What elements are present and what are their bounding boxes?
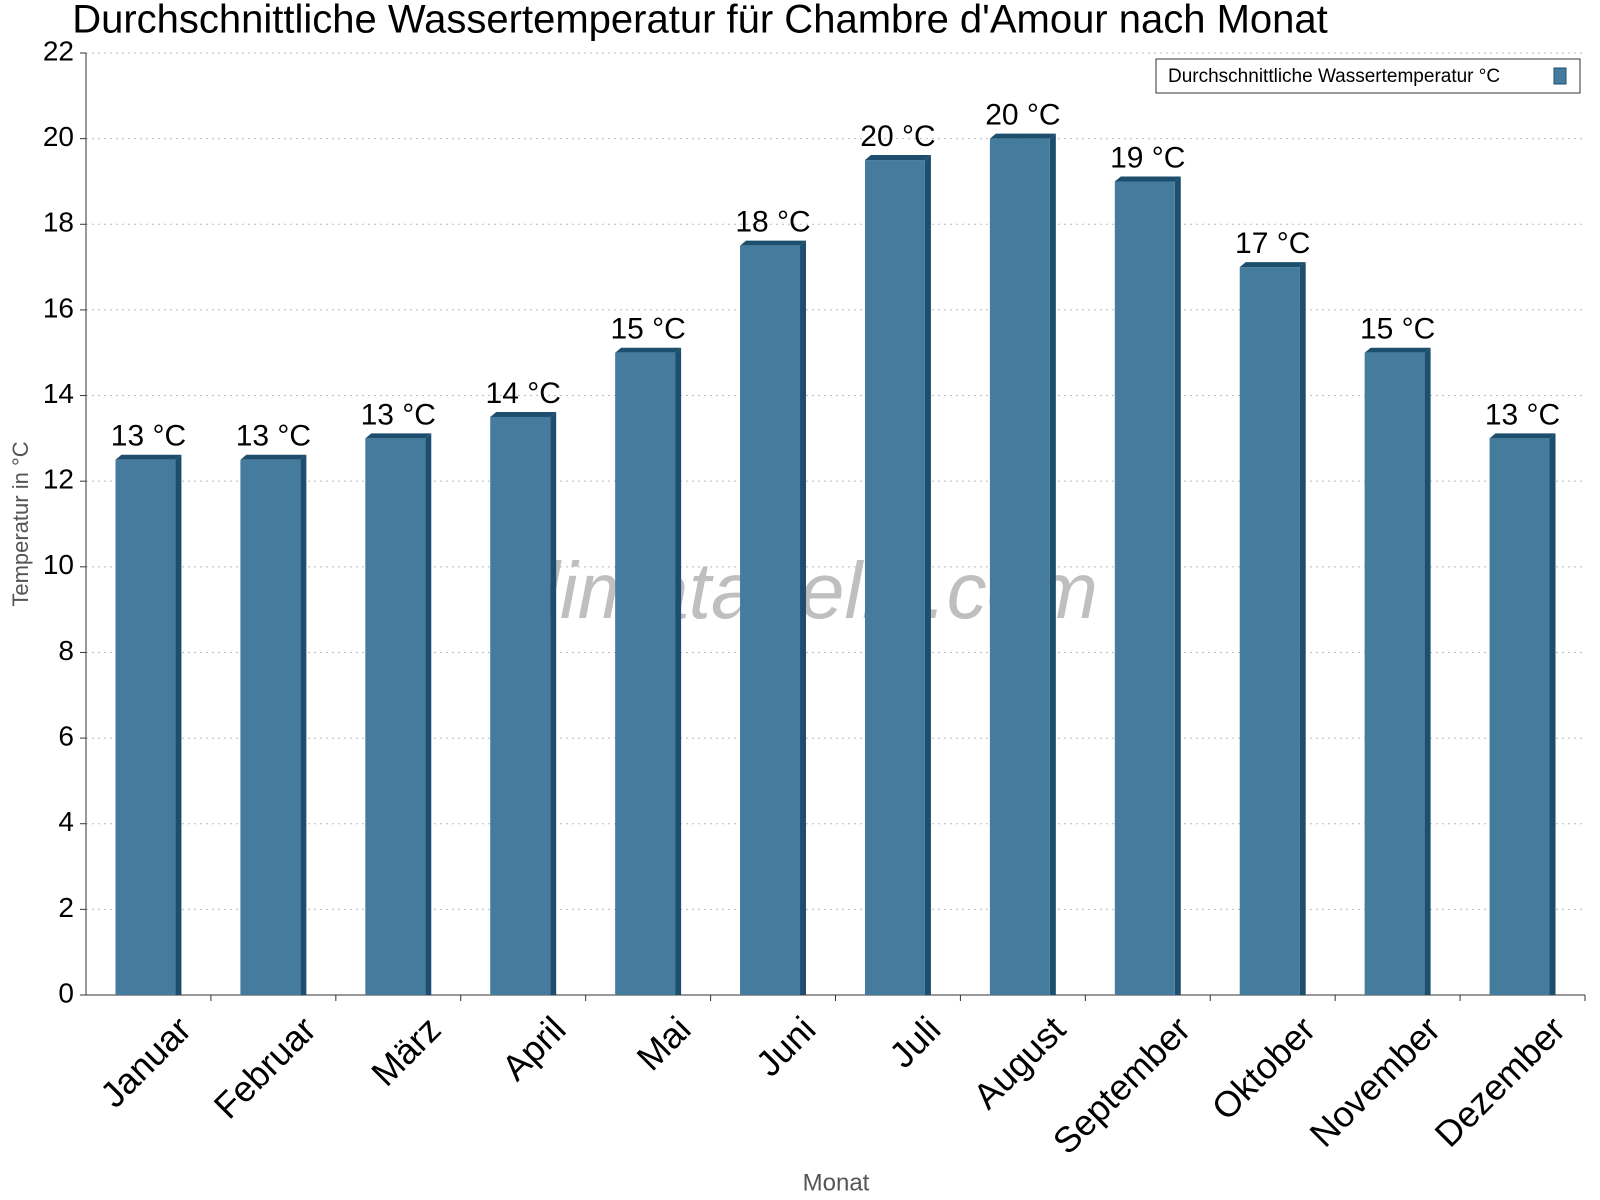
y-tick-label: 0: [58, 977, 74, 1008]
x-tick-label: Dezember: [1427, 1008, 1573, 1154]
y-tick-label: 22: [43, 35, 74, 66]
legend-box: [1155, 58, 1581, 94]
value-label: 13 °C: [1485, 398, 1560, 431]
bar-top: [989, 133, 1056, 139]
bar-top: [864, 155, 931, 161]
value-label: 13 °C: [361, 398, 436, 431]
value-label: 17 °C: [1235, 227, 1310, 260]
x-tick-label: September: [1045, 1008, 1199, 1162]
bar-side: [1549, 433, 1556, 995]
y-tick-label: 12: [43, 464, 74, 495]
x-tick-label: Juni: [748, 1008, 824, 1084]
bar: [1114, 181, 1175, 996]
x-axis-label: Monat: [803, 1169, 870, 1196]
bar-side: [675, 347, 682, 995]
x-tick-label: Januar: [92, 1008, 199, 1115]
legend-swatch: [1553, 67, 1567, 85]
bar-top: [240, 454, 307, 460]
value-label: 19 °C: [1110, 141, 1185, 174]
value-label: 13 °C: [111, 420, 186, 453]
value-label: 15 °C: [610, 313, 685, 346]
bar: [1239, 267, 1300, 995]
y-tick-label: 16: [43, 292, 74, 323]
bar-side: [1299, 262, 1306, 995]
bar: [490, 416, 551, 995]
bar-top: [1239, 262, 1306, 268]
value-label: 18 °C: [735, 206, 810, 239]
bar-top: [490, 411, 557, 417]
y-tick-label: 2: [58, 892, 74, 923]
legend-label: Durchschnittliche Wassertemperatur °C: [1168, 66, 1500, 87]
bar: [1364, 352, 1425, 995]
value-label: 20 °C: [860, 120, 935, 153]
bar-side: [1174, 176, 1181, 996]
x-tick-label: Oktober: [1204, 1008, 1324, 1128]
y-tick-label: 8: [58, 635, 74, 666]
bar-side: [924, 155, 931, 995]
bar-top: [365, 433, 432, 439]
value-label: 14 °C: [486, 377, 561, 410]
bar-top: [1489, 433, 1556, 439]
bar: [1489, 438, 1550, 995]
x-tick-label: Februar: [206, 1008, 324, 1126]
value-label: 20 °C: [985, 99, 1060, 132]
bar-side: [1049, 133, 1056, 996]
chart-title: Durchschnittliche Wassertemperatur für C…: [72, 0, 1328, 42]
y-tick-label: 6: [58, 720, 74, 751]
bar-side: [425, 433, 432, 995]
bar-top: [615, 347, 682, 353]
bar: [240, 459, 301, 996]
x-tick-label: Juli: [881, 1008, 948, 1075]
bar: [365, 438, 426, 995]
bar: [989, 138, 1050, 996]
x-tick-label: März: [363, 1008, 449, 1094]
bar-top: [1114, 176, 1181, 182]
x-tick-label: Mai: [628, 1008, 698, 1078]
value-label: 13 °C: [236, 420, 311, 453]
bar-side: [800, 240, 807, 995]
bar-top: [1364, 347, 1431, 353]
y-tick-label: 4: [58, 806, 74, 837]
bar: [115, 459, 176, 996]
bar-side: [300, 454, 307, 996]
bar-side: [550, 411, 557, 995]
bar: [615, 352, 676, 995]
bar: [864, 160, 925, 995]
bar-top: [115, 454, 182, 460]
y-tick-label: 18: [43, 207, 74, 238]
bar-top: [740, 240, 807, 246]
bar-side: [175, 454, 182, 996]
x-tick-label: April: [494, 1008, 574, 1088]
x-tick-label: November: [1302, 1008, 1448, 1154]
bar: [740, 245, 801, 995]
bar-side: [1424, 347, 1431, 995]
y-tick-label: 10: [43, 549, 74, 580]
y-axis-label: Temperatur in °C: [8, 441, 33, 606]
x-tick-label: August: [965, 1008, 1073, 1116]
y-tick-label: 20: [43, 121, 74, 152]
y-tick-label: 14: [43, 378, 74, 409]
value-label: 15 °C: [1360, 313, 1435, 346]
